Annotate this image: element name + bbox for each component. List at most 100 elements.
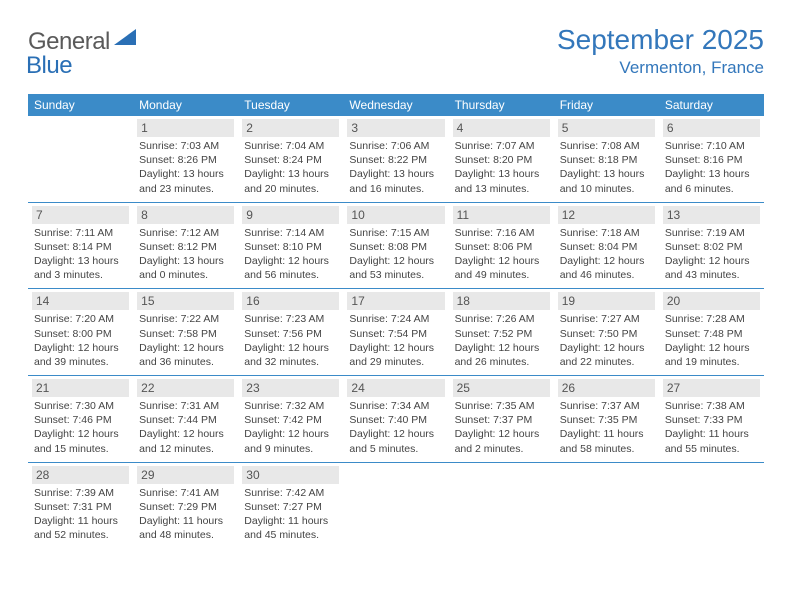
day-cell: 6 Sunrise: 7:10 AMSunset: 8:16 PMDaylight… xyxy=(659,116,764,202)
day-cell: 5 Sunrise: 7:08 AMSunset: 8:18 PMDaylight… xyxy=(554,116,659,202)
day-details: Sunrise: 7:34 AMSunset: 7:40 PMDaylight:… xyxy=(347,399,444,456)
day-cell: 17 Sunrise: 7:24 AMSunset: 7:54 PMDayligh… xyxy=(343,289,448,375)
day-cell: 11 Sunrise: 7:16 AMSunset: 8:06 PMDayligh… xyxy=(449,203,554,289)
day-cell: 29Sunrise: 7:41 AMSunset: 7:29 PMDayligh… xyxy=(133,463,238,549)
day-details: Sunrise: 7:12 AMSunset: 8:12 PMDaylight:… xyxy=(137,226,234,283)
day-cell: 19 Sunrise: 7:27 AMSunset: 7:50 PMDayligh… xyxy=(554,289,659,375)
logo-line2: Blue xyxy=(28,52,72,80)
day-cell xyxy=(449,463,554,549)
day-number: 16 xyxy=(242,292,339,310)
weekday-thursday: Thursday xyxy=(449,94,554,116)
day-details: Sunrise: 7:20 AMSunset: 8:00 PMDaylight:… xyxy=(32,312,129,369)
location: Vermenton, France xyxy=(557,58,764,78)
day-cell: 7 Sunrise: 7:11 AMSunset: 8:14 PMDaylight… xyxy=(28,203,133,289)
day-cell: 30 Sunrise: 7:42 AMSunset: 7:27 PMDayligh… xyxy=(238,463,343,549)
day-number: 12 xyxy=(558,206,655,224)
day-number: 10 xyxy=(347,206,444,224)
day-number: 24 xyxy=(347,379,444,397)
day-details: Sunrise: 7:24 AMSunset: 7:54 PMDaylight:… xyxy=(347,312,444,369)
day-cell: 18 Sunrise: 7:26 AMSunset: 7:52 PMDayligh… xyxy=(449,289,554,375)
day-number: 9 xyxy=(242,206,339,224)
day-cell: 28 Sunrise: 7:39 AMSunset: 7:31 PMDayligh… xyxy=(28,463,133,549)
day-number: 6 xyxy=(663,119,760,137)
day-cell: 2Sunrise: 7:04 AMSunset: 8:24 PMDaylight… xyxy=(238,116,343,202)
day-number: 30 xyxy=(242,466,339,484)
day-cell: 24 Sunrise: 7:34 AMSunset: 7:40 PMDayligh… xyxy=(343,376,448,462)
weekday-tuesday: Tuesday xyxy=(238,94,343,116)
day-details: Sunrise: 7:35 AMSunset: 7:37 PMDaylight:… xyxy=(453,399,550,456)
day-cell: 10 Sunrise: 7:15 AMSunset: 8:08 PMDayligh… xyxy=(343,203,448,289)
weekday-header-row: SundayMondayTuesdayWednesdayThursdayFrid… xyxy=(28,94,764,116)
title-block: September 2025 Vermenton, France xyxy=(557,24,764,78)
day-details: Sunrise: 7:18 AMSunset: 8:04 PMDaylight:… xyxy=(558,226,655,283)
day-number: 5 xyxy=(558,119,655,137)
day-details: Sunrise: 7:26 AMSunset: 7:52 PMDaylight:… xyxy=(453,312,550,369)
day-number: 7 xyxy=(32,206,129,224)
day-cell: 16 Sunrise: 7:23 AMSunset: 7:56 PMDayligh… xyxy=(238,289,343,375)
day-details: Sunrise: 7:27 AMSunset: 7:50 PMDaylight:… xyxy=(558,312,655,369)
weekday-monday: Monday xyxy=(133,94,238,116)
header: General September 2025 Vermenton, France xyxy=(28,24,764,78)
day-details: Sunrise: 7:39 AMSunset: 7:31 PMDaylight:… xyxy=(32,486,129,543)
day-number: 15 xyxy=(137,292,234,310)
weeks-container: 1 Sunrise: 7:03 AMSunset: 8:26 PMDaylight… xyxy=(28,116,764,548)
day-number: 27 xyxy=(663,379,760,397)
day-cell xyxy=(28,116,133,202)
day-number: 18 xyxy=(453,292,550,310)
calendar-page: General September 2025 Vermenton, France… xyxy=(0,0,792,572)
day-details: Sunrise: 7:15 AMSunset: 8:08 PMDaylight:… xyxy=(347,226,444,283)
day-details: Sunrise: 7:14 AMSunset: 8:10 PMDaylight:… xyxy=(242,226,339,283)
day-cell: 14 Sunrise: 7:20 AMSunset: 8:00 PMDayligh… xyxy=(28,289,133,375)
day-details: Sunrise: 7:32 AMSunset: 7:42 PMDaylight:… xyxy=(242,399,339,456)
day-cell: 22 Sunrise: 7:31 AMSunset: 7:44 PMDayligh… xyxy=(133,376,238,462)
day-cell: 9 Sunrise: 7:14 AMSunset: 8:10 PMDaylight… xyxy=(238,203,343,289)
day-number: 23 xyxy=(242,379,339,397)
day-number: 19 xyxy=(558,292,655,310)
day-details: Sunrise: 7:38 AMSunset: 7:33 PMDaylight:… xyxy=(663,399,760,456)
day-number: 11 xyxy=(453,206,550,224)
day-details: Sunrise: 7:42 AMSunset: 7:27 PMDaylight:… xyxy=(242,486,339,543)
day-cell: 15 Sunrise: 7:22 AMSunset: 7:58 PMDayligh… xyxy=(133,289,238,375)
day-cell: 21 Sunrise: 7:30 AMSunset: 7:46 PMDayligh… xyxy=(28,376,133,462)
logo-text-blue: Blue xyxy=(26,52,72,79)
day-details: Sunrise: 7:19 AMSunset: 8:02 PMDaylight:… xyxy=(663,226,760,283)
week-row: 21 Sunrise: 7:30 AMSunset: 7:46 PMDayligh… xyxy=(28,376,764,463)
day-cell: 8Sunrise: 7:12 AMSunset: 8:12 PMDaylight… xyxy=(133,203,238,289)
day-cell xyxy=(659,463,764,549)
day-details: Sunrise: 7:23 AMSunset: 7:56 PMDaylight:… xyxy=(242,312,339,369)
day-number: 29 xyxy=(137,466,234,484)
day-details: Sunrise: 7:03 AMSunset: 8:26 PMDaylight:… xyxy=(137,139,234,196)
day-details: Sunrise: 7:37 AMSunset: 7:35 PMDaylight:… xyxy=(558,399,655,456)
week-row: 14 Sunrise: 7:20 AMSunset: 8:00 PMDayligh… xyxy=(28,289,764,376)
day-cell: 23 Sunrise: 7:32 AMSunset: 7:42 PMDayligh… xyxy=(238,376,343,462)
day-number: 28 xyxy=(32,466,129,484)
day-cell: 12 Sunrise: 7:18 AMSunset: 8:04 PMDayligh… xyxy=(554,203,659,289)
day-details: Sunrise: 7:08 AMSunset: 8:18 PMDaylight:… xyxy=(558,139,655,196)
day-details: Sunrise: 7:22 AMSunset: 7:58 PMDaylight:… xyxy=(137,312,234,369)
day-number: 17 xyxy=(347,292,444,310)
day-details: Sunrise: 7:31 AMSunset: 7:44 PMDaylight:… xyxy=(137,399,234,456)
day-number: 3 xyxy=(347,119,444,137)
day-details: Sunrise: 7:06 AMSunset: 8:22 PMDaylight:… xyxy=(347,139,444,196)
day-cell: 26 Sunrise: 7:37 AMSunset: 7:35 PMDayligh… xyxy=(554,376,659,462)
day-number: 21 xyxy=(32,379,129,397)
day-number: 26 xyxy=(558,379,655,397)
day-details: Sunrise: 7:04 AMSunset: 8:24 PMDaylight:… xyxy=(242,139,339,196)
day-number: 14 xyxy=(32,292,129,310)
day-number: 13 xyxy=(663,206,760,224)
week-row: 7 Sunrise: 7:11 AMSunset: 8:14 PMDaylight… xyxy=(28,203,764,290)
day-details: Sunrise: 7:10 AMSunset: 8:16 PMDaylight:… xyxy=(663,139,760,196)
day-number: 25 xyxy=(453,379,550,397)
month-title: September 2025 xyxy=(557,24,764,56)
day-details: Sunrise: 7:30 AMSunset: 7:46 PMDaylight:… xyxy=(32,399,129,456)
day-cell: 4Sunrise: 7:07 AMSunset: 8:20 PMDaylight… xyxy=(449,116,554,202)
day-cell xyxy=(554,463,659,549)
day-number: 4 xyxy=(453,119,550,137)
calendar-grid: SundayMondayTuesdayWednesdayThursdayFrid… xyxy=(28,94,764,548)
weekday-saturday: Saturday xyxy=(659,94,764,116)
day-details: Sunrise: 7:16 AMSunset: 8:06 PMDaylight:… xyxy=(453,226,550,283)
day-number: 1 xyxy=(137,119,234,137)
day-number: 22 xyxy=(137,379,234,397)
day-details: Sunrise: 7:11 AMSunset: 8:14 PMDaylight:… xyxy=(32,226,129,283)
logo-triangle-icon xyxy=(114,29,136,50)
